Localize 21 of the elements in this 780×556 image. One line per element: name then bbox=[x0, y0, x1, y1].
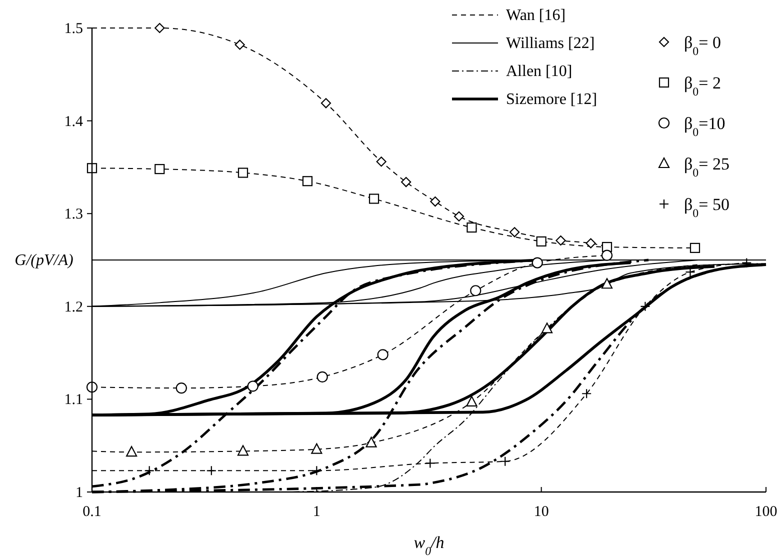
legend-label: Sizemore [12] bbox=[506, 91, 598, 108]
x-tick-label: 100 bbox=[754, 504, 778, 520]
x-tick-label: 1 bbox=[312, 504, 320, 520]
y-tick-label: 1.5 bbox=[64, 21, 83, 37]
x-axis-title: w$_{0}$/h bbox=[414, 533, 444, 556]
y-tick-label: 1.4 bbox=[64, 114, 84, 130]
y-tick-label: 1.3 bbox=[64, 206, 83, 223]
y-axis-title: G/(pV/A) bbox=[14, 252, 74, 269]
legend-label: β$_{0}$=10 bbox=[684, 114, 726, 139]
legend-label: Williams [22] bbox=[506, 35, 595, 52]
legend-label: β$_{0}$= 0 bbox=[684, 33, 721, 58]
legend-label: β$_{0}$= 25 bbox=[684, 154, 730, 180]
legend-label: β$_{0}$= 2 bbox=[684, 74, 721, 98]
legend-label: β$_{0}$= 50 bbox=[684, 195, 730, 220]
x-tick-label: 0.1 bbox=[82, 504, 102, 520]
legend-label: Wan [16] bbox=[506, 7, 566, 24]
y-tick-label: 1 bbox=[76, 485, 83, 501]
x-tick-label: 10 bbox=[534, 504, 549, 520]
y-tick-label: 1.1 bbox=[64, 392, 83, 408]
y-tick-label: 1.2 bbox=[64, 299, 83, 316]
legend-label: Allen [10] bbox=[506, 63, 572, 80]
